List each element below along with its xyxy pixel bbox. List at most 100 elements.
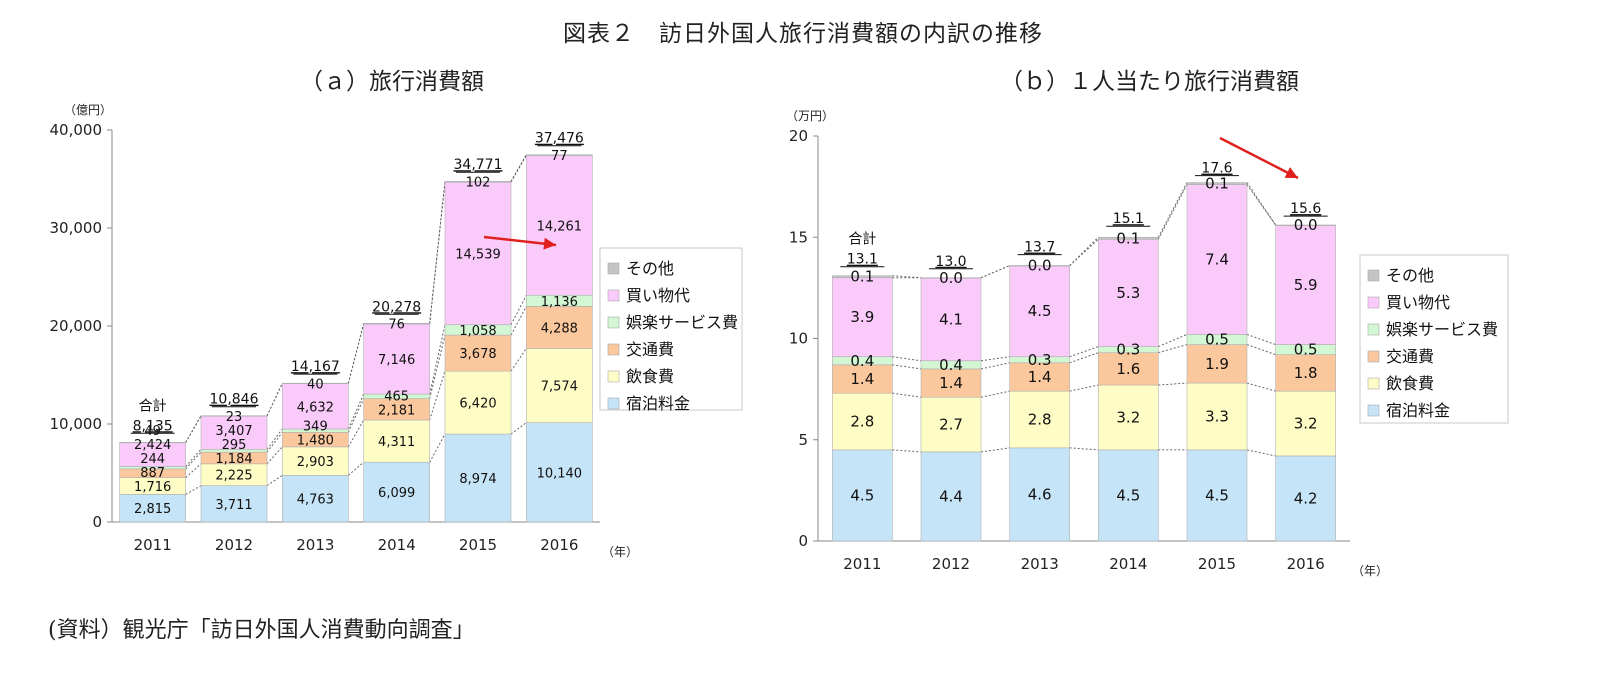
- a-data-label: 77: [551, 149, 568, 164]
- a-data-label: 7,574: [541, 380, 578, 395]
- b-bar-segment: [1186, 182, 1248, 185]
- a-connector: [510, 154, 527, 182]
- b-bar-segment: [1098, 238, 1159, 347]
- b-bar-segment: [832, 449, 893, 542]
- a-data-label: 10,140: [537, 466, 583, 481]
- b-bar-segment: [1098, 236, 1159, 240]
- a-bar-segment: [444, 334, 512, 372]
- b-data-label: 1.4: [1028, 368, 1052, 386]
- a-data-label: 102: [466, 176, 491, 191]
- b-total-caption: 合計: [848, 232, 876, 248]
- a-legend-label: 娯楽サービス費: [626, 313, 738, 332]
- b-data-label: 1.4: [850, 370, 874, 388]
- a-bar-segment: [526, 306, 593, 349]
- b-data-label: 5.3: [1116, 284, 1140, 302]
- a-data-label: 3,678: [459, 347, 496, 362]
- a-legend-swatch: [607, 262, 620, 275]
- b-bar-segment: [1098, 384, 1159, 451]
- b-legend-swatch: [1367, 323, 1380, 336]
- b-connector: [1069, 238, 1099, 266]
- b-connector: [1158, 344, 1188, 354]
- b-total-label: 13.0: [935, 254, 966, 270]
- a-bar-segment: [444, 433, 512, 523]
- b-annotation-arrow: [1219, 136, 1299, 180]
- a-legend-swatch: [607, 316, 620, 329]
- a-bar-segment: [444, 370, 512, 435]
- b-data-label: 2.7: [939, 416, 963, 434]
- a-bar-segment: [363, 323, 430, 395]
- b-connector: [1069, 447, 1099, 451]
- b-bar-segment: [920, 368, 982, 398]
- b-connector: [1069, 352, 1099, 364]
- b-total-label: 13.7: [1024, 240, 1055, 256]
- figure-title: 図表２ 訪日外国人旅行消費額の内訳の推移: [563, 21, 1043, 47]
- b-legend-label: 娯楽サービス費: [1386, 320, 1498, 339]
- b-bar-segment: [832, 277, 893, 358]
- b-data-label: 0.4: [939, 356, 963, 374]
- a-total-label: 34,771: [454, 157, 503, 173]
- b-data-label: 4.5: [1028, 302, 1052, 320]
- b-connector: [1246, 182, 1277, 226]
- b-bar-segment: [1186, 344, 1248, 384]
- b-data-label: 0.5: [1205, 331, 1229, 349]
- a-data-label: 8,974: [459, 472, 496, 487]
- b-data-label: 4.6: [1028, 485, 1052, 503]
- a-x-unit-label: （年）: [602, 545, 638, 559]
- b-connector: [892, 449, 922, 453]
- b-y-tick-label: 15: [789, 228, 808, 246]
- a-data-label: 2,903: [297, 455, 334, 470]
- a-legend-label: その他: [626, 259, 674, 278]
- b-data-label: 3.2: [1294, 415, 1318, 433]
- b-data-label: 0.5: [1294, 341, 1318, 359]
- a-legend-label: 交通費: [626, 340, 674, 359]
- source-note: (資料）観光庁「訪日外国人消費動向調査」: [48, 618, 475, 643]
- b-data-label: 3.2: [1116, 408, 1140, 426]
- b-unit-label: （万円）: [786, 109, 834, 123]
- b-total-label: 17.6: [1201, 161, 1232, 177]
- b-y-tick-label: 5: [798, 431, 808, 449]
- b-x-tick-label: 2012: [932, 555, 970, 573]
- chart-a-title: （ａ）旅行消費額: [300, 69, 484, 95]
- b-connector: [980, 265, 1010, 279]
- b-legend-label: 宿泊料金: [1386, 401, 1450, 420]
- b-connector: [980, 356, 1010, 362]
- b-data-label: 0.1: [850, 268, 874, 286]
- b-y-tick-label: 10: [789, 330, 808, 348]
- a-connector: [266, 382, 283, 416]
- a-data-label: 349: [303, 420, 328, 435]
- a-x-tick-label: 2012: [215, 536, 253, 554]
- b-data-label: 0.1: [1116, 229, 1140, 247]
- a-data-label: 1,136: [541, 295, 578, 310]
- b-data-label: 4.5: [1116, 486, 1140, 504]
- a-total-label: 20,278: [372, 299, 421, 315]
- a-connector: [348, 461, 364, 476]
- a-bar-segment: [526, 154, 593, 156]
- b-connector: [1246, 382, 1276, 392]
- a-y-tick-label: 30,000: [50, 219, 103, 237]
- b-data-label: 4.2: [1294, 489, 1318, 507]
- b-x-tick-label: 2011: [843, 555, 881, 573]
- a-data-label: 6,099: [378, 486, 415, 501]
- a-data-label: 2,815: [134, 502, 171, 517]
- b-data-label: 1.9: [1205, 355, 1229, 373]
- a-data-label: 76: [388, 318, 405, 333]
- b-data-label: 4.5: [1205, 486, 1229, 504]
- a-total-label: 10,846: [210, 392, 259, 408]
- b-connector: [1246, 449, 1276, 457]
- b-data-label: 1.6: [1116, 360, 1140, 378]
- b-data-label: 4.1: [939, 310, 963, 328]
- b-legend-label: 買い物代: [1386, 293, 1450, 312]
- b-data-label: 0.0: [1294, 216, 1318, 234]
- a-connector: [185, 485, 202, 495]
- b-bar-segment: [832, 275, 893, 279]
- b-connector: [1069, 384, 1099, 392]
- b-y-tick-label: 20: [789, 127, 808, 145]
- b-connector: [980, 362, 1010, 370]
- a-connector: [266, 432, 283, 453]
- a-data-label: 1,480: [297, 434, 334, 449]
- a-legend-swatch: [607, 397, 620, 410]
- b-connector: [892, 364, 922, 370]
- b-connector: [1069, 346, 1099, 358]
- b-bar-segment: [1098, 449, 1159, 542]
- b-connector: [892, 275, 922, 279]
